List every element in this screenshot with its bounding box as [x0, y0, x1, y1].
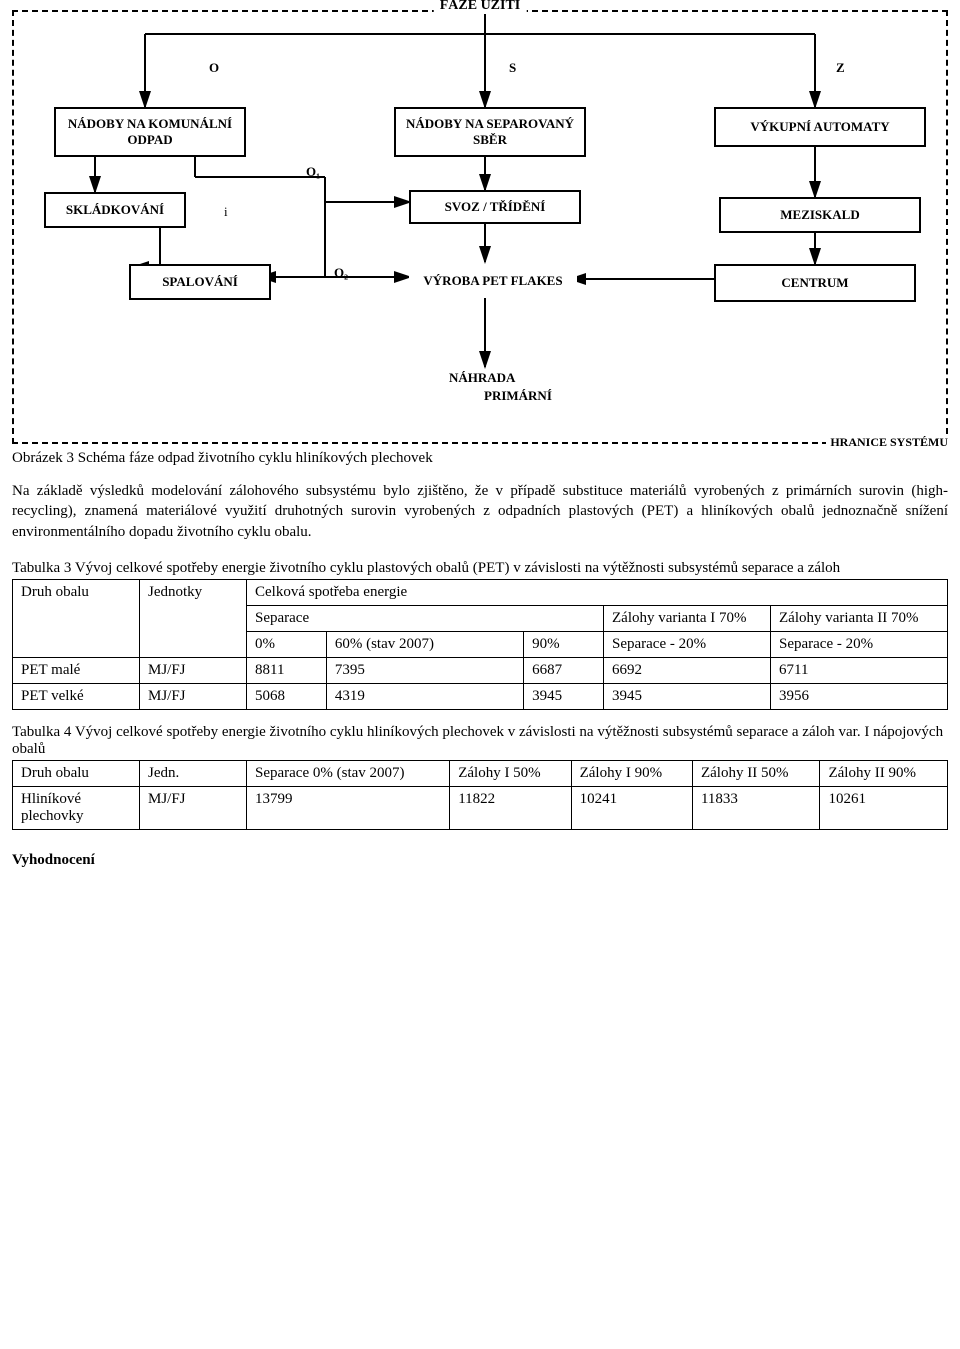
- t4-r0-c2: 11822: [450, 786, 571, 829]
- diagram-title: FÁZE UŽITÍ: [434, 0, 527, 14]
- t3-h-60: 60% (stav 2007): [326, 631, 523, 657]
- figure-caption: Obrázek 3 Schéma fáze odpad životního cy…: [12, 450, 948, 467]
- t4-h-z250: Zálohy II 50%: [692, 760, 819, 786]
- t4-h-z290: Zálohy II 90%: [820, 760, 948, 786]
- t3-h-z1: Zálohy varianta I 70%: [604, 605, 771, 631]
- t4-r0-d: Hliníkové plechovky: [13, 786, 140, 829]
- t3-r1-d: PET velké: [13, 683, 140, 709]
- table-row: Hliníkové plechovky MJ/FJ 13799 11822 10…: [13, 786, 948, 829]
- t3-h-celk: Celková spotřeba energie: [247, 579, 948, 605]
- t3-h-s20b: Separace - 20%: [771, 631, 948, 657]
- t3-h-90: 90%: [524, 631, 604, 657]
- table-row: PET velké MJ/FJ 5068 4319 3945 3945 3956: [13, 683, 948, 709]
- t3-r1-z2: 3956: [771, 683, 948, 709]
- node-separated-collection: NÁDOBY NA SEPAROVANÝ SBĚR: [394, 107, 586, 157]
- node-substitution-a: NÁHRADA: [449, 370, 515, 386]
- t4-r0-c1: 13799: [247, 786, 450, 829]
- flowchart: FÁZE UŽITÍ: [12, 10, 948, 444]
- body-paragraph: Na základě výsledků modelování zálohovéh…: [12, 481, 948, 542]
- t3-r0-c60: 7395: [326, 657, 523, 683]
- table-row: PET malé MJ/FJ 8811 7395 6687 6692 6711: [13, 657, 948, 683]
- t3-r0-z2: 6711: [771, 657, 948, 683]
- t3-h-0: 0%: [247, 631, 327, 657]
- t3-h-sep: Separace: [247, 605, 604, 631]
- table3: Druh obalu Jednotky Celková spotřeba ene…: [12, 579, 948, 710]
- table4-title: Tabulka 4 Vývoj celkové spotřeby energie…: [12, 724, 948, 758]
- node-centre: CENTRUM: [714, 264, 916, 302]
- t4-h-jedn: Jedn.: [140, 760, 247, 786]
- t3-r0-z1: 6692: [604, 657, 771, 683]
- t3-r1-j: MJ/FJ: [140, 683, 247, 709]
- label-i: i: [224, 204, 228, 220]
- t3-r0-c0: 8811: [247, 657, 327, 683]
- t3-r1-c60: 4319: [326, 683, 523, 709]
- t3-r1-c0: 5068: [247, 683, 327, 709]
- col-label-s: S: [509, 60, 516, 76]
- t3-r0-j: MJ/FJ: [140, 657, 247, 683]
- label-o2: O₂: [334, 265, 348, 281]
- t4-r0-c5: 10261: [820, 786, 948, 829]
- t4-h-sep0: Separace 0% (stav 2007): [247, 760, 450, 786]
- node-incineration: SPALOVÁNÍ: [129, 264, 271, 300]
- t3-h-jedn: Jednotky: [140, 579, 247, 657]
- t4-r0-c3: 10241: [571, 786, 692, 829]
- t3-h-s20a: Separace - 20%: [604, 631, 771, 657]
- t3-r1-z1: 3945: [604, 683, 771, 709]
- t3-r0-c90: 6687: [524, 657, 604, 683]
- node-transport-sorting: SVOZ / TŘÍDĚNÍ: [409, 190, 581, 224]
- section-heading: Vyhodnocení: [12, 852, 948, 869]
- t3-r1-c90: 3945: [524, 683, 604, 709]
- t4-r0-j: MJ/FJ: [140, 786, 247, 829]
- label-o1: O₁: [306, 164, 320, 180]
- t4-h-z150: Zálohy I 50%: [450, 760, 571, 786]
- node-vending-machines: VÝKUPNÍ AUTOMATY: [714, 107, 926, 147]
- node-pet-flakes: VÝROBA PET FLAKES: [409, 264, 577, 298]
- t4-h-druh: Druh obalu: [13, 760, 140, 786]
- node-landfill: SKLÁDKOVÁNÍ: [44, 192, 186, 228]
- t3-h-druh: Druh obalu: [13, 579, 140, 657]
- table4: Druh obalu Jedn. Separace 0% (stav 2007)…: [12, 760, 948, 830]
- t4-r0-c4: 11833: [692, 786, 819, 829]
- t3-r0-d: PET malé: [13, 657, 140, 683]
- col-label-z: Z: [836, 60, 845, 76]
- node-municipal-waste: NÁDOBY NA KOMUNÁLNÍ ODPAD: [54, 107, 246, 157]
- t4-h-z190: Zálohy I 90%: [571, 760, 692, 786]
- col-label-o: O: [209, 60, 219, 76]
- boundary-label: HRANICE SYSTÉMU: [826, 435, 952, 450]
- table3-title: Tabulka 3 Vývoj celkové spotřeby energie…: [12, 560, 948, 577]
- t3-h-z2: Zálohy varianta II 70%: [771, 605, 948, 631]
- node-interim-storage: MEZISKALD: [719, 197, 921, 233]
- node-substitution-b: PRIMÁRNÍ: [484, 388, 552, 404]
